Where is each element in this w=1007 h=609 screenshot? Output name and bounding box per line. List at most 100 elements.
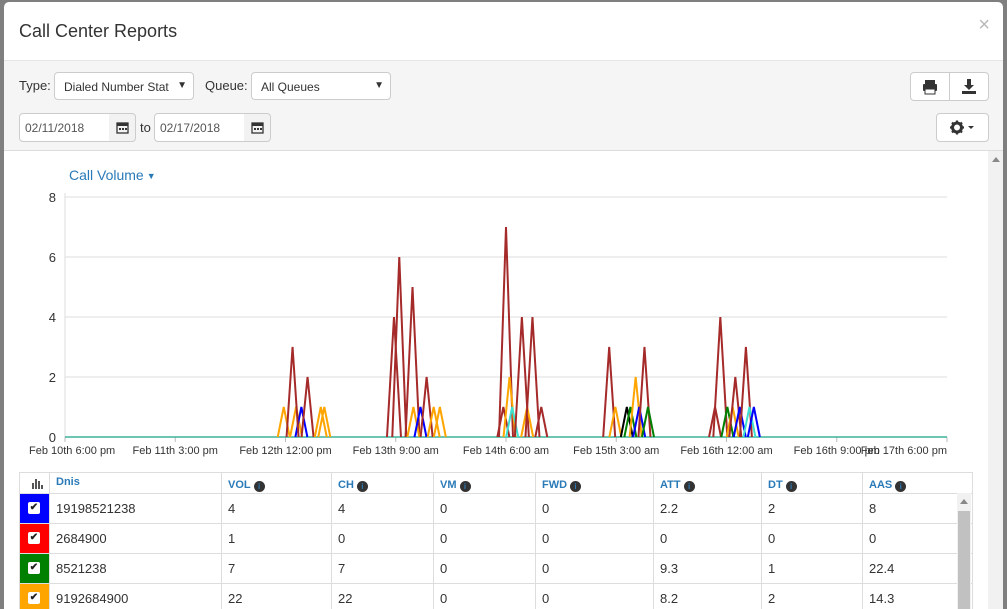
- settings-dropdown-button[interactable]: [936, 113, 989, 142]
- table-cell-aas: 14.3: [862, 584, 972, 609]
- table-cell-aas: 22.4: [862, 554, 972, 583]
- cell-value: 9192684900: [56, 591, 129, 606]
- data-spike: [732, 406, 747, 438]
- print-icon: [923, 80, 937, 95]
- column-header-vol[interactable]: VOL i: [221, 473, 331, 493]
- data-spike: [513, 316, 530, 438]
- download-icon: [962, 79, 976, 94]
- gear-icon: [950, 120, 974, 135]
- data-spike: [317, 406, 332, 438]
- cell-value: 2: [768, 501, 776, 516]
- print-button[interactable]: [910, 72, 950, 101]
- metric-dropdown[interactable]: Call Volume ▼: [69, 167, 156, 183]
- y-tick-label: 4: [49, 310, 56, 325]
- table-cell-ch: 7: [331, 554, 433, 583]
- data-spike: [728, 376, 743, 438]
- y-tick-label: 6: [49, 250, 56, 265]
- data-spike: [534, 406, 549, 438]
- x-tick-label: Feb 17th 6:00 pm: [861, 445, 947, 457]
- column-header-label: VOL: [228, 479, 251, 491]
- table-header-row: Dnis VOL i CH i VM i FWD i ATT i DT i AAS i: [20, 473, 972, 494]
- bar-chart-icon: [32, 479, 43, 489]
- x-tick-label: Feb 13th 9:00 am: [353, 445, 439, 457]
- column-header-vm[interactable]: VM i: [433, 473, 535, 493]
- queue-select[interactable]: All Queues ▼: [251, 72, 391, 100]
- scroll-up-icon[interactable]: [992, 157, 1000, 162]
- data-spike: [426, 406, 441, 438]
- data-spike: [404, 286, 421, 438]
- data-spike: [432, 406, 447, 438]
- info-icon[interactable]: i: [570, 481, 582, 492]
- chart-plot: 0 2 4 6 8 Feb 10th 6:00 pm Feb 11th 3:00 pm Feb…: [29, 190, 948, 457]
- x-tick-label: Feb 16th 9:00 pm: [794, 445, 880, 457]
- data-spike: [502, 376, 517, 438]
- table-cell-dt: 0: [761, 524, 862, 553]
- cell-value: 7: [338, 561, 346, 576]
- info-icon[interactable]: i: [459, 481, 471, 492]
- cell-value: 8: [869, 501, 877, 516]
- column-header-label: VM: [440, 479, 457, 491]
- table-cell-vm: 0: [433, 494, 535, 523]
- series-visibility-checkbox[interactable]: ✔: [28, 502, 40, 514]
- info-icon[interactable]: i: [895, 481, 907, 492]
- modal-scrollbar[interactable]: [988, 151, 1003, 609]
- column-header-label: ATT: [660, 479, 681, 491]
- cell-value: 1: [228, 531, 236, 546]
- modal-header: Call Center Reports ×: [4, 2, 1003, 61]
- end-date-input[interactable]: 02/17/2018: [154, 113, 245, 142]
- cell-value: 7: [228, 561, 236, 576]
- column-header-fwd[interactable]: FWD i: [535, 473, 653, 493]
- cell-value: 0: [768, 531, 776, 546]
- table-row: ✔ 2684900 1 0 0 0 0 0 0: [20, 524, 972, 554]
- table-cell-dt: 2: [761, 584, 862, 609]
- series-visibility-checkbox[interactable]: ✔: [28, 592, 40, 604]
- table-cell-fwd: 0: [535, 584, 653, 609]
- table-cell-att: 2.2: [653, 494, 761, 523]
- data-spike: [524, 316, 541, 438]
- column-header-label: FWD: [542, 479, 568, 491]
- start-date-input[interactable]: 02/11/2018: [19, 113, 110, 142]
- x-tick-label: Feb 10th 6:00 pm: [29, 445, 115, 457]
- end-date-calendar-button[interactable]: [244, 113, 271, 142]
- cell-value: 8521238: [56, 561, 107, 576]
- info-icon[interactable]: i: [683, 481, 695, 492]
- data-spike: [641, 406, 655, 438]
- column-header-dnis[interactable]: Dnis: [49, 473, 221, 493]
- data-spike: [385, 316, 402, 438]
- info-icon[interactable]: i: [253, 481, 265, 492]
- call-volume-chart: Call Volume ▼ 0 2 4 6 8 Feb 10th 6:00 pm Feb 11…: [4, 151, 1003, 471]
- table-cell-vol: 4: [221, 494, 331, 523]
- column-header-att[interactable]: ATT i: [653, 473, 761, 493]
- table-cell-dnis: 19198521238: [49, 494, 221, 523]
- series-visibility-checkbox[interactable]: ✔: [28, 532, 40, 544]
- download-button[interactable]: [949, 72, 989, 101]
- column-header-aas[interactable]: AAS i: [862, 473, 972, 493]
- modal-title: Call Center Reports: [19, 21, 178, 41]
- type-select[interactable]: Dialed Number Stat ▼: [54, 72, 194, 100]
- table-cell-aas: 0: [862, 524, 972, 553]
- calendar-icon: [116, 122, 129, 134]
- table-cell-fwd: 0: [535, 494, 653, 523]
- info-icon[interactable]: i: [356, 481, 368, 492]
- column-header-label: DT: [768, 479, 783, 491]
- scroll-thumb[interactable]: [958, 511, 970, 609]
- cell-value: 14.3: [869, 591, 895, 606]
- column-header-dt[interactable]: DT i: [761, 473, 862, 493]
- cell-value: 9.3: [660, 561, 679, 576]
- chart-toggle-header[interactable]: [20, 473, 49, 493]
- cell-value: 4: [228, 501, 236, 516]
- table-scrollbar[interactable]: [957, 493, 971, 609]
- table-cell-fwd: 0: [535, 524, 653, 553]
- series-visibility-checkbox[interactable]: ✔: [28, 562, 40, 574]
- column-header-ch[interactable]: CH i: [331, 473, 433, 493]
- info-icon[interactable]: i: [785, 481, 797, 492]
- cell-value: 2684900: [56, 531, 107, 546]
- data-spike: [419, 376, 434, 438]
- table-row: ✔ 19198521238 4 4 0 0 2.2 2 8: [20, 494, 972, 524]
- start-date-calendar-button[interactable]: [109, 113, 136, 142]
- close-icon[interactable]: ×: [978, 14, 990, 36]
- chevron-down-icon: ▼: [177, 80, 187, 91]
- cell-value: 8.2: [660, 591, 679, 606]
- scroll-up-icon[interactable]: [960, 499, 968, 504]
- to-label: to: [140, 120, 151, 135]
